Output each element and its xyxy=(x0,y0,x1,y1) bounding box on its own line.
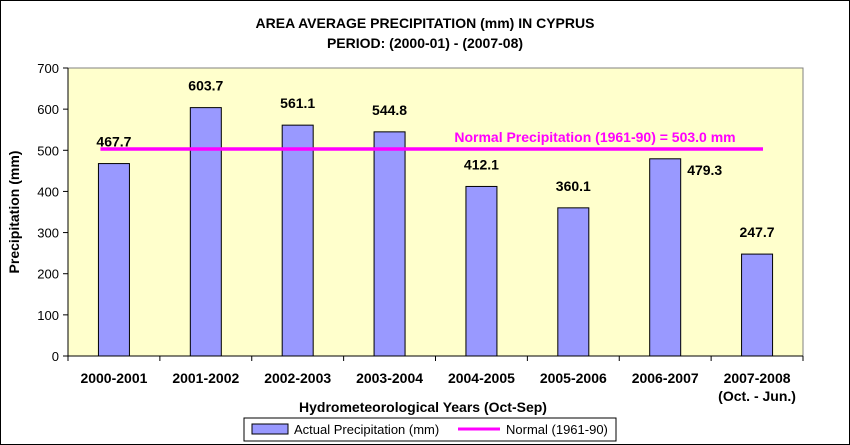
y-axis: 0 100 200 300 400 500 600 700 xyxy=(37,61,69,364)
bar-value-label: 603.7 xyxy=(188,78,223,94)
x-category-label: 2001-2002 xyxy=(172,370,239,386)
y-tick-label: 600 xyxy=(37,102,59,117)
bar-value-label: 412.1 xyxy=(464,156,499,172)
normal-line-label: Normal Precipitation (1961-90) = 503.0 m… xyxy=(454,129,735,145)
y-tick-label: 0 xyxy=(52,349,59,364)
bar-value-label: 360.1 xyxy=(556,178,591,194)
legend-label-actual: Actual Precipitation (mm) xyxy=(294,422,439,437)
y-tick-label: 100 xyxy=(37,308,59,323)
normal-reference: Normal Precipitation (1961-90) = 503.0 m… xyxy=(100,129,763,151)
chart-title: AREA AVERAGE PRECIPITATION (mm) IN CYPRU… xyxy=(256,15,595,31)
bar xyxy=(741,253,774,357)
x-category-label: 2006-2007 xyxy=(632,370,699,386)
x-category-label: 2003-2004 xyxy=(356,370,423,386)
chart-subtitle: PERIOD: (2000-01) - (2007-08) xyxy=(327,35,523,51)
y-tick-label: 300 xyxy=(37,226,59,241)
bar xyxy=(465,185,498,357)
x-axis-title: Hydrometeorological Years (Oct-Sep) xyxy=(299,399,547,415)
bar-value-label: 247.7 xyxy=(740,224,775,240)
bar xyxy=(649,158,682,357)
legend-box xyxy=(243,417,617,442)
bar xyxy=(281,124,314,357)
y-tick-label: 200 xyxy=(37,267,59,282)
legend: Actual Precipitation (mm) Normal (1961-9… xyxy=(243,417,617,442)
bar xyxy=(373,131,406,357)
x-category-label: 2007-2008 xyxy=(724,370,791,386)
x-category-note: (Oct. - Jun.) xyxy=(718,388,796,404)
y-axis-title: Precipitation (mm) xyxy=(6,151,22,274)
data-labels: 467.7 603.7 561.1 544.8 412.1 360.1 479.3 247.7 xyxy=(96,78,774,240)
x-category-label: 2002-2003 xyxy=(264,370,331,386)
x-category-label: 2004-2005 xyxy=(448,370,515,386)
x-axis: 2000-2001 2001-2002 2002-2003 2003-2004 2004… xyxy=(67,355,804,404)
y-tick-label: 700 xyxy=(37,61,59,76)
y-tick-label: 400 xyxy=(37,184,59,199)
bar xyxy=(557,207,590,357)
bar-value-label: 479.3 xyxy=(687,162,722,178)
legend-swatch-actual xyxy=(251,423,289,435)
bar-value-label: 467.7 xyxy=(96,134,131,150)
bar-value-label: 544.8 xyxy=(372,102,407,118)
y-tick-label: 500 xyxy=(37,143,59,158)
bars xyxy=(97,107,774,357)
bar xyxy=(189,107,222,357)
legend-label-normal: Normal (1961-90) xyxy=(506,422,608,437)
bar xyxy=(97,163,130,357)
x-category-label: 2005-2006 xyxy=(540,370,607,386)
x-category-label: 2000-2001 xyxy=(80,370,147,386)
plot-area xyxy=(67,67,804,357)
bar-value-label: 561.1 xyxy=(280,95,315,111)
